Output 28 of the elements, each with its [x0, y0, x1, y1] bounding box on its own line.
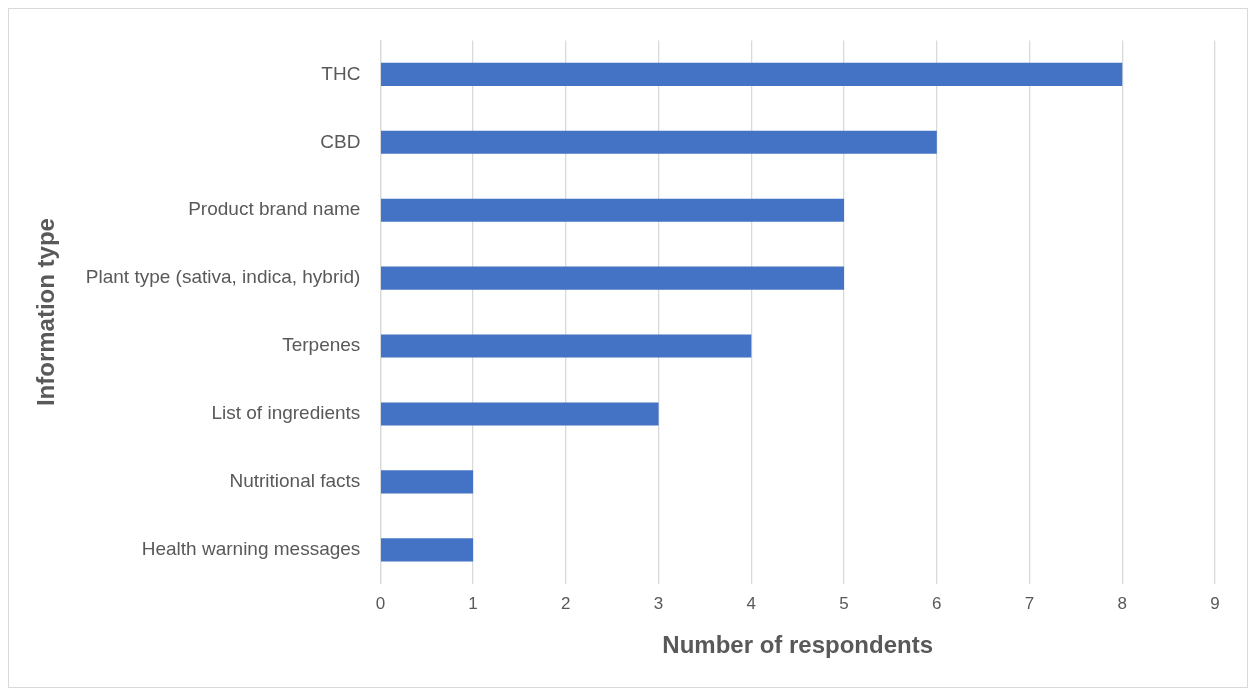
y-tick-label: Health warning messages: [141, 538, 361, 560]
y-tick-label: Product brand name: [188, 198, 361, 220]
x-tick-label: 0: [375, 593, 386, 613]
y-tick-label: Plant type (sativa, indica, hybrid): [85, 266, 361, 288]
y-axis-title: Information type: [32, 218, 60, 407]
x-tick-label: 5: [839, 593, 849, 613]
y-tick-label: Nutritional facts: [229, 470, 361, 492]
x-tick-label: 8: [1117, 593, 1127, 613]
bar: [381, 198, 845, 222]
bar: [381, 266, 845, 290]
y-tick-label: List of ingredients: [211, 402, 361, 424]
x-axis-title: Number of respondents: [662, 631, 934, 659]
x-tick-label: 6: [932, 593, 942, 613]
bar: [381, 334, 752, 358]
x-tick-label: 4: [746, 593, 757, 613]
y-tick-label: THC: [321, 62, 361, 84]
y-tick-label: Terpenes: [282, 334, 361, 356]
x-tick-label: 9: [1210, 593, 1220, 613]
x-tick-label: 7: [1024, 593, 1035, 613]
bar: [381, 402, 659, 426]
bar: [381, 130, 937, 154]
bar: [381, 62, 1123, 86]
bar: [381, 538, 474, 562]
x-tick-label: 2: [561, 593, 571, 613]
x-tick-label: 1: [468, 593, 478, 613]
y-tick-label: CBD: [320, 130, 361, 152]
bar: [381, 470, 474, 494]
x-tick-label: 3: [653, 593, 664, 613]
